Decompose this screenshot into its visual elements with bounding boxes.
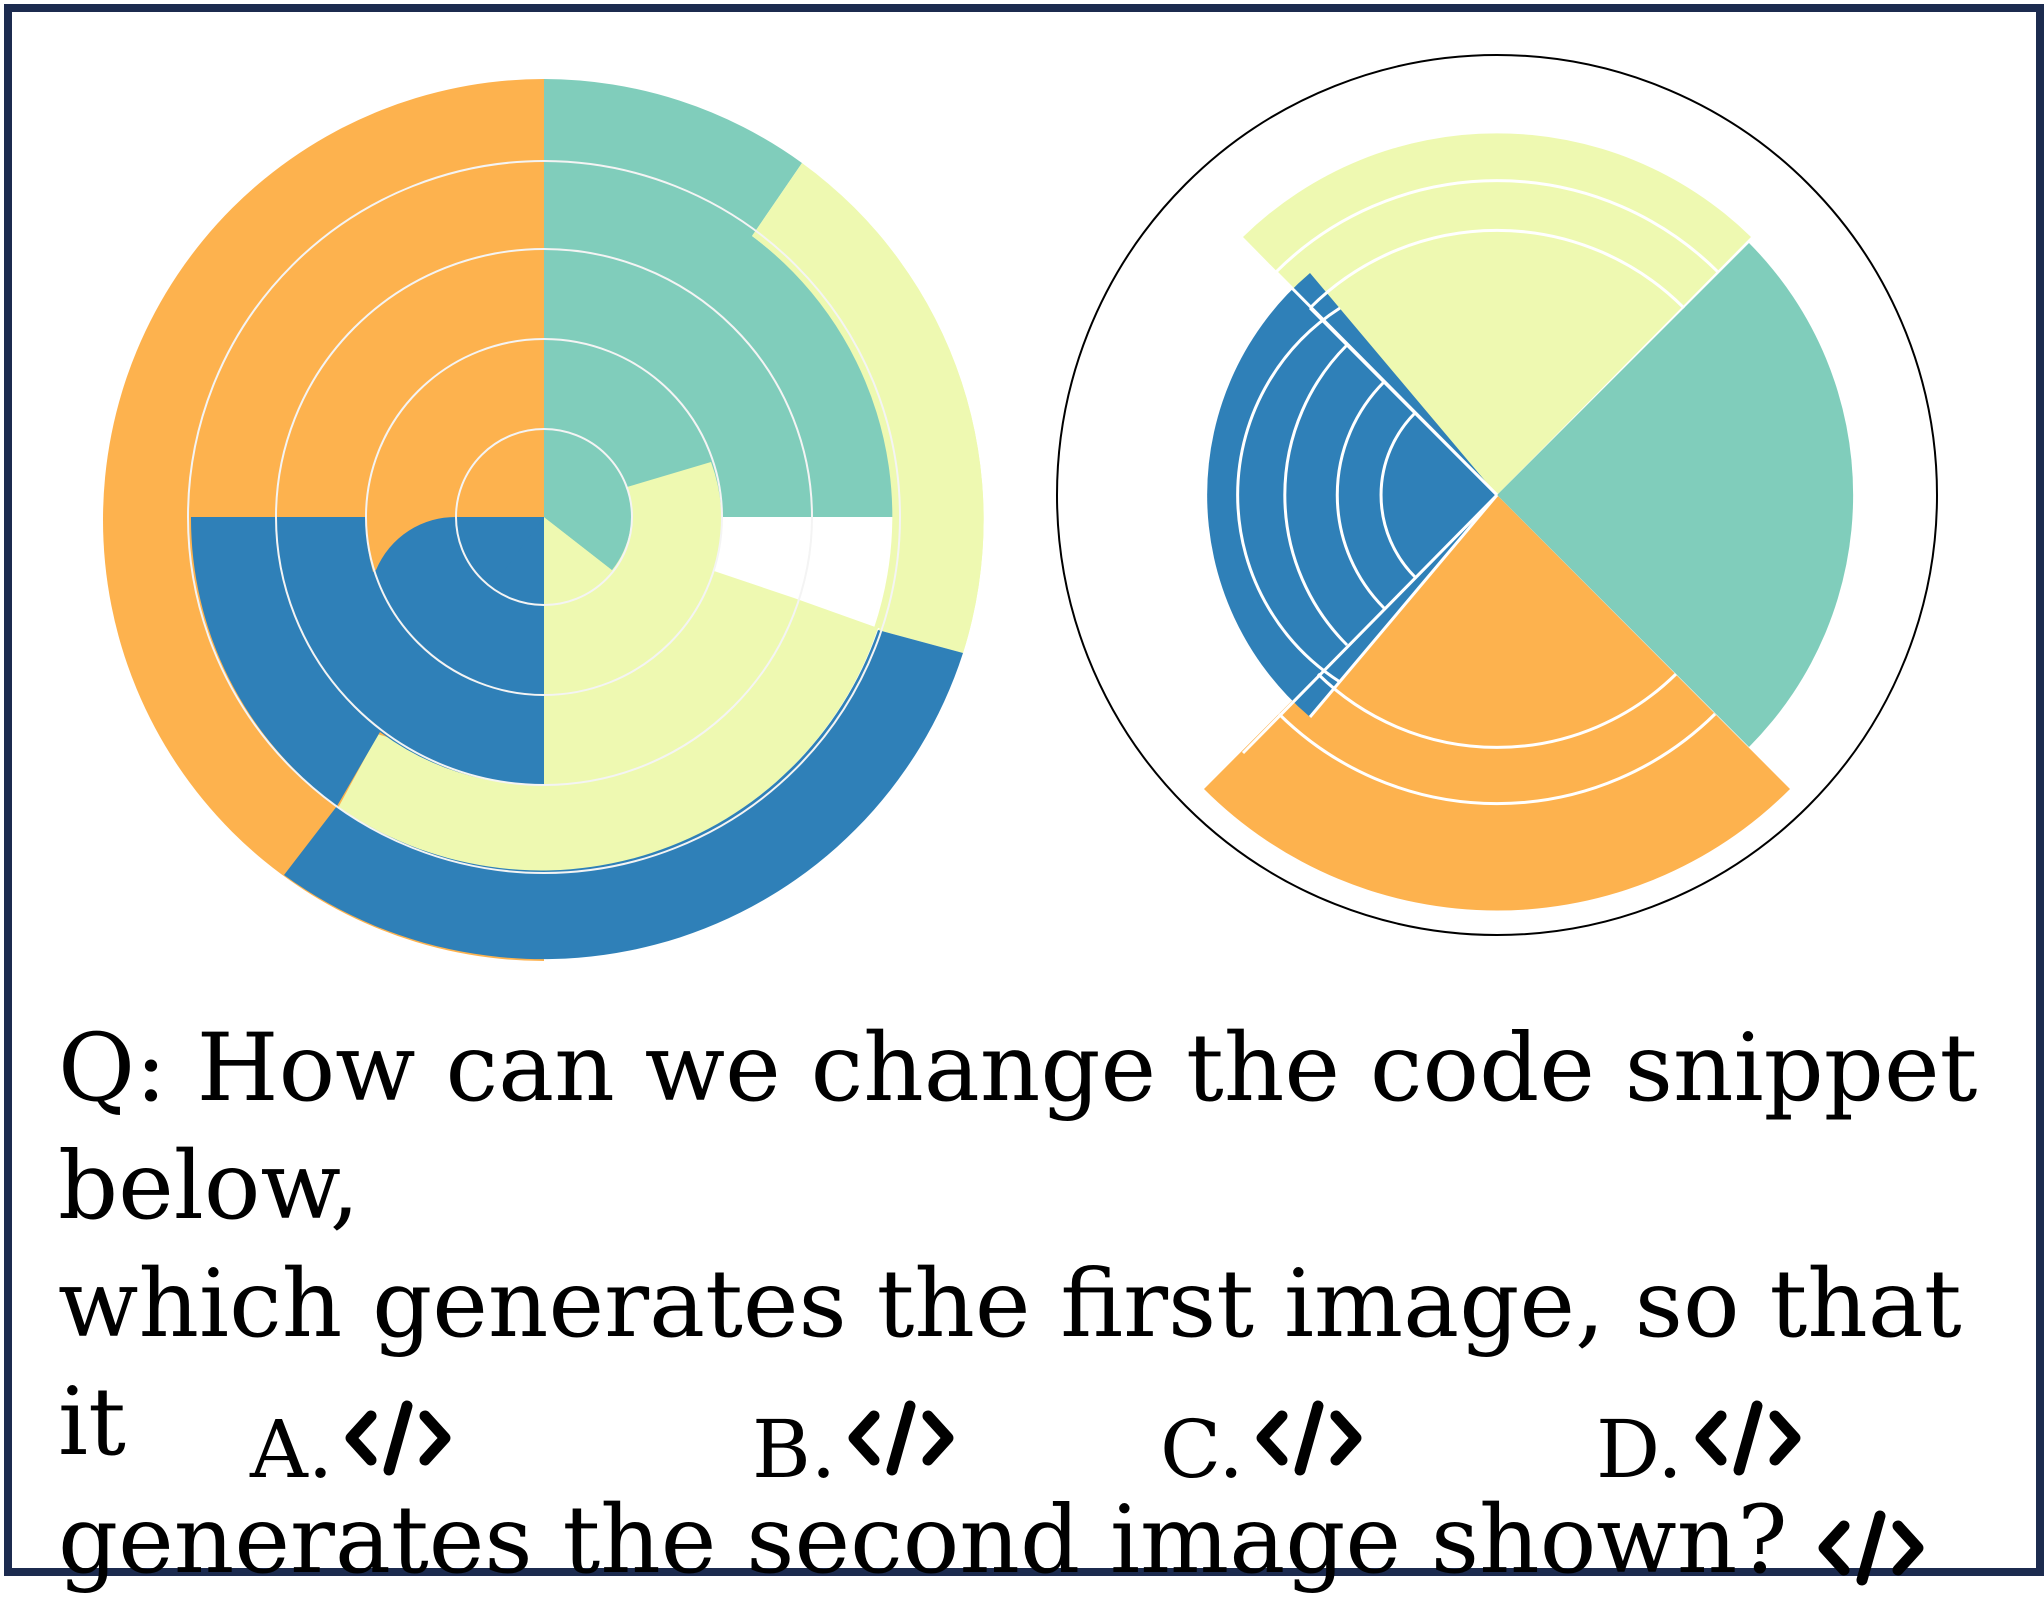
chart2-gridlines	[1236, 179, 1720, 806]
chart2-orange-wedge	[1204, 495, 1790, 911]
option-c-label: C.	[1160, 1403, 1244, 1496]
option-d[interactable]: D.	[1596, 1398, 1803, 1500]
chart2-outer-circle	[1056, 54, 1938, 936]
chart1-blue-outer	[284, 630, 963, 960]
option-d-label: D.	[1596, 1403, 1683, 1496]
option-b[interactable]: B.	[752, 1398, 956, 1500]
code-icon	[848, 1400, 954, 1476]
chart1-orange-notch	[365, 339, 544, 572]
question: Q: How can we change the code snippet be…	[58, 1010, 2018, 1600]
chart2-teal-wedge	[1497, 243, 1854, 747]
code-icon	[345, 1400, 451, 1476]
option-a[interactable]: A.	[250, 1398, 453, 1500]
chart2-yellow-wedge	[1243, 133, 1751, 495]
chart1-yellow-band	[752, 163, 984, 653]
chart1-gridlines	[187, 160, 901, 874]
code-icon	[1818, 1510, 1924, 1586]
code-icon	[1256, 1400, 1362, 1476]
radial-chart-second	[1056, 54, 1938, 936]
question-text: Q: How can we change the code snippet be…	[58, 1014, 1978, 1595]
chart1-blue-wedge	[455, 517, 544, 590]
chart2-blue-wedge	[1207, 273, 1497, 717]
chart1-blue-inner	[190, 517, 544, 806]
chart1-teal-wedge	[544, 490, 630, 570]
radial-chart-first	[103, 79, 984, 961]
code-icon	[1695, 1400, 1801, 1476]
option-c[interactable]: C.	[1160, 1398, 1364, 1500]
option-a-label: A.	[250, 1403, 334, 1496]
option-b-label: B.	[752, 1403, 837, 1496]
